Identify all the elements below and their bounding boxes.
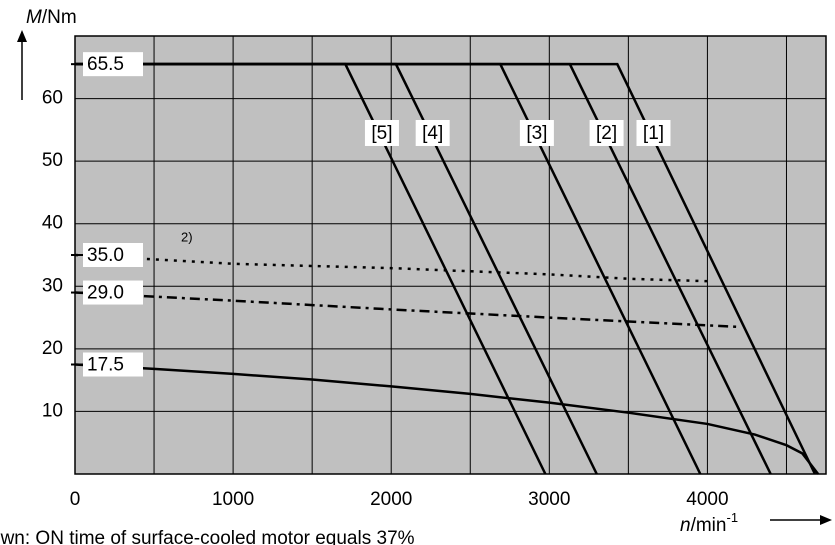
footnote: own: ON time of surface-cooled motor equ… bbox=[0, 528, 415, 545]
plot: 10 20 30 40 50 60 0 1000 2000 3000 4000 [5] [4] [3] [2… bbox=[42, 35, 827, 510]
series-label-box bbox=[636, 119, 671, 146]
reference-label: 17.5 bbox=[87, 355, 124, 376]
x-axis-label: n/min-1 bbox=[680, 510, 738, 536]
series-label-box bbox=[519, 119, 554, 146]
y-axis-label: M/Nm bbox=[26, 7, 77, 28]
x-tick-label: 1000 bbox=[212, 489, 254, 510]
x-label-exponent: -1 bbox=[726, 510, 738, 525]
series-line bbox=[74, 253, 711, 283]
series-line bbox=[74, 291, 741, 329]
y-label-unit: /Nm bbox=[42, 7, 77, 28]
x-tick-label: 4000 bbox=[686, 489, 728, 510]
x-tick-label: 0 bbox=[70, 489, 81, 510]
series-line bbox=[74, 363, 820, 475]
y-tick-label: 60 bbox=[42, 88, 63, 109]
series-label: [3] bbox=[526, 123, 547, 144]
x-label-symbol: n bbox=[680, 515, 691, 536]
series-line bbox=[75, 62, 817, 475]
plot-area bbox=[74, 35, 827, 475]
reference-label: 35.0 bbox=[87, 245, 124, 266]
series-label: [2] bbox=[596, 123, 617, 144]
x-arrow-head bbox=[820, 515, 832, 525]
y-tick-label: 20 bbox=[42, 338, 63, 359]
y-tick-label: 10 bbox=[42, 400, 63, 421]
x-label-unit: /min bbox=[691, 515, 727, 536]
x-tick-label: 3000 bbox=[528, 489, 570, 510]
reference-label-box bbox=[83, 280, 143, 305]
series-label: [1] bbox=[643, 123, 664, 144]
y-label-symbol: M bbox=[26, 7, 42, 28]
series-label-box bbox=[415, 119, 450, 146]
reference-label: 29.0 bbox=[87, 283, 124, 304]
series-label-box bbox=[364, 119, 399, 146]
series-label: [4] bbox=[422, 123, 443, 144]
reference-label-box bbox=[83, 352, 143, 377]
reference-label: 65.5 bbox=[87, 54, 124, 75]
series-label: [5] bbox=[371, 123, 392, 144]
y-tick-label: 50 bbox=[42, 150, 63, 171]
y-tick-label: 40 bbox=[42, 213, 63, 234]
y-arrow-head bbox=[17, 30, 27, 42]
x-tick-label: 2000 bbox=[370, 489, 412, 510]
footnote-marker: 2) bbox=[181, 229, 193, 244]
y-tick-label: 30 bbox=[42, 275, 63, 296]
reference-label-box bbox=[83, 243, 143, 267]
reference-label-box bbox=[83, 52, 143, 77]
series-label-box bbox=[589, 119, 624, 146]
